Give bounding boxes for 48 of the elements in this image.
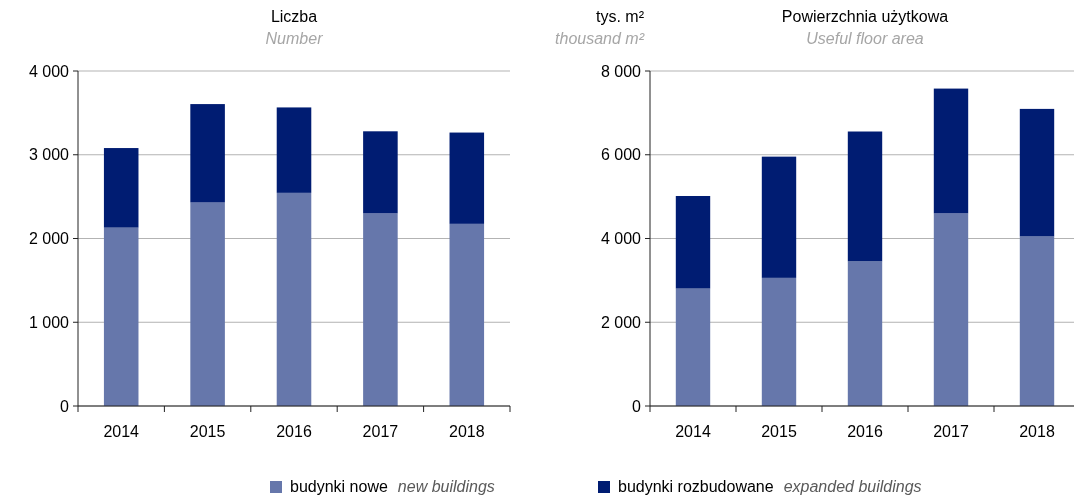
bar xyxy=(276,107,312,193)
x-tick-label: 2016 xyxy=(847,423,883,440)
bar xyxy=(276,192,312,406)
bar xyxy=(1019,236,1055,406)
bar xyxy=(933,213,969,406)
y-tick-label: 0 xyxy=(60,397,70,415)
chart-subtitle: Useful floor area xyxy=(806,30,924,47)
y-tick-label: 2 000 xyxy=(28,230,70,248)
bar xyxy=(847,261,883,406)
y-tick-label: 2 000 xyxy=(600,313,642,331)
y-tick-label: 3 000 xyxy=(28,146,70,164)
bar xyxy=(847,131,883,262)
chart-title: Liczba xyxy=(270,8,318,25)
y-tick-label: 0 xyxy=(632,397,642,415)
bar xyxy=(933,88,969,214)
x-tick-label: 2018 xyxy=(1019,423,1055,440)
chart-subtitle: Number xyxy=(265,30,324,47)
bar xyxy=(761,156,797,278)
x-tick-label: 2017 xyxy=(933,423,969,440)
bar xyxy=(103,148,139,228)
x-tick-label: 2014 xyxy=(675,423,711,440)
x-tick-label: 2014 xyxy=(103,423,140,440)
bar xyxy=(675,288,711,406)
y-tick-label: 6 000 xyxy=(600,146,642,164)
bar xyxy=(675,196,711,289)
x-tick-label: 2017 xyxy=(362,423,399,440)
x-tick-label: 2016 xyxy=(276,423,312,440)
bar xyxy=(1019,108,1055,237)
bar xyxy=(761,277,797,406)
x-tick-label: 2018 xyxy=(449,423,485,440)
bar xyxy=(190,202,225,406)
text: thousand m² xyxy=(555,30,645,47)
y-tick-label: 4 000 xyxy=(28,62,70,80)
y-tick-label: 1 000 xyxy=(28,313,70,331)
legend-label: budynki nowe new buildings xyxy=(290,478,495,495)
bar xyxy=(190,104,225,203)
y-tick-label: 4 000 xyxy=(600,230,642,248)
bar xyxy=(363,131,398,214)
legend-label: budynki rozbudowane expanded buildings xyxy=(618,478,922,495)
bar xyxy=(449,223,485,406)
chart-title: Powierzchnia użytkowa xyxy=(781,8,949,25)
y-tick-label: 8 000 xyxy=(600,62,642,80)
bar xyxy=(363,213,398,406)
x-tick-label: 2015 xyxy=(189,423,226,440)
y-axis-title: tys. m² xyxy=(596,8,645,25)
x-tick-label: 2015 xyxy=(761,423,797,440)
bar xyxy=(103,227,139,406)
bar xyxy=(449,132,485,224)
